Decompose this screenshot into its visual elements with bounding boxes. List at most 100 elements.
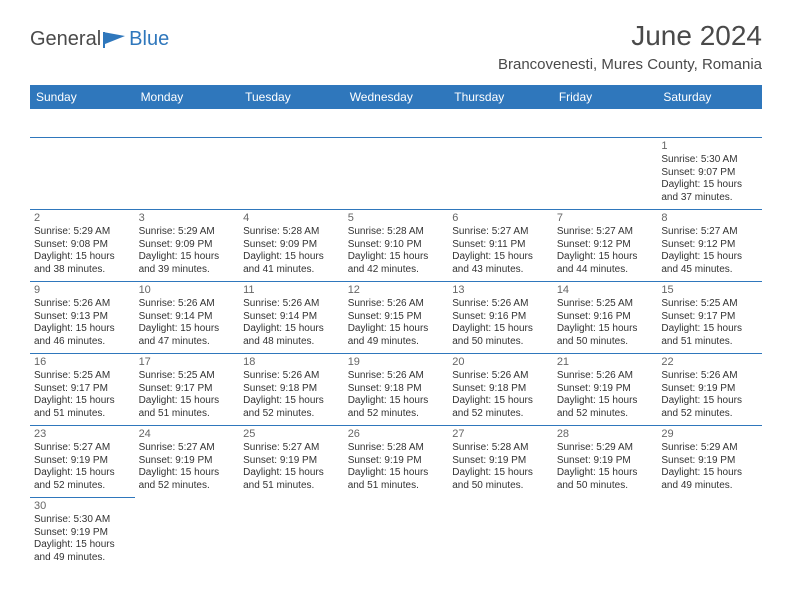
day-number: 18	[243, 356, 340, 370]
day-header: Tuesday	[239, 85, 344, 109]
day-number: 1	[661, 140, 758, 154]
daylight-line: Daylight: 15 hours and 51 minutes.	[661, 323, 758, 348]
calendar-empty-cell	[135, 497, 240, 569]
sunset-line: Sunset: 9:19 PM	[452, 455, 549, 468]
calendar-day-cell: 12Sunrise: 5:26 AMSunset: 9:15 PMDayligh…	[344, 281, 449, 353]
calendar-week-row: 23Sunrise: 5:27 AMSunset: 9:19 PMDayligh…	[30, 425, 762, 497]
calendar-empty-cell	[30, 137, 135, 209]
sunrise-line: Sunrise: 5:28 AM	[243, 226, 340, 239]
day-number: 22	[661, 356, 758, 370]
day-number: 7	[557, 212, 654, 226]
daylight-line: Daylight: 15 hours and 49 minutes.	[348, 323, 445, 348]
sunrise-line: Sunrise: 5:28 AM	[452, 442, 549, 455]
daylight-line: Daylight: 15 hours and 43 minutes.	[452, 251, 549, 276]
sunrise-line: Sunrise: 5:27 AM	[557, 226, 654, 239]
sunset-line: Sunset: 9:14 PM	[139, 311, 236, 324]
sunrise-line: Sunrise: 5:28 AM	[348, 442, 445, 455]
sunset-line: Sunset: 9:13 PM	[34, 311, 131, 324]
day-number: 13	[452, 284, 549, 298]
daylight-line: Daylight: 15 hours and 52 minutes.	[243, 395, 340, 420]
sunrise-line: Sunrise: 5:26 AM	[348, 298, 445, 311]
sunset-line: Sunset: 9:07 PM	[661, 167, 758, 180]
day-number: 10	[139, 284, 236, 298]
sunset-line: Sunset: 9:16 PM	[452, 311, 549, 324]
calendar-day-cell: 21Sunrise: 5:26 AMSunset: 9:19 PMDayligh…	[553, 353, 658, 425]
calendar-day-cell: 24Sunrise: 5:27 AMSunset: 9:19 PMDayligh…	[135, 425, 240, 497]
sunrise-line: Sunrise: 5:28 AM	[348, 226, 445, 239]
calendar-day-cell: 13Sunrise: 5:26 AMSunset: 9:16 PMDayligh…	[448, 281, 553, 353]
sunrise-line: Sunrise: 5:25 AM	[139, 370, 236, 383]
calendar-empty-cell	[448, 137, 553, 209]
day-number: 11	[243, 284, 340, 298]
day-number: 8	[661, 212, 758, 226]
daylight-line: Daylight: 15 hours and 52 minutes.	[34, 467, 131, 492]
calendar-week-row: 1Sunrise: 5:30 AMSunset: 9:07 PMDaylight…	[30, 137, 762, 209]
spacer-cell	[30, 109, 762, 137]
calendar-day-cell: 4Sunrise: 5:28 AMSunset: 9:09 PMDaylight…	[239, 209, 344, 281]
day-number: 20	[452, 356, 549, 370]
day-header: Saturday	[657, 85, 762, 109]
sunrise-line: Sunrise: 5:27 AM	[661, 226, 758, 239]
daylight-line: Daylight: 15 hours and 50 minutes.	[452, 323, 549, 348]
sunset-line: Sunset: 9:14 PM	[243, 311, 340, 324]
day-header: Friday	[553, 85, 658, 109]
sunset-line: Sunset: 9:19 PM	[34, 527, 131, 540]
day-number: 4	[243, 212, 340, 226]
day-number: 23	[34, 428, 131, 442]
daylight-line: Daylight: 15 hours and 37 minutes.	[661, 179, 758, 204]
calendar-body: 1Sunrise: 5:30 AMSunset: 9:07 PMDaylight…	[30, 109, 762, 569]
daylight-line: Daylight: 15 hours and 52 minutes.	[661, 395, 758, 420]
daylight-line: Daylight: 15 hours and 42 minutes.	[348, 251, 445, 276]
daylight-line: Daylight: 15 hours and 51 minutes.	[243, 467, 340, 492]
day-header: Monday	[135, 85, 240, 109]
day-header: Sunday	[30, 85, 135, 109]
sunset-line: Sunset: 9:10 PM	[348, 239, 445, 252]
calendar-day-cell: 8Sunrise: 5:27 AMSunset: 9:12 PMDaylight…	[657, 209, 762, 281]
calendar-day-cell: 17Sunrise: 5:25 AMSunset: 9:17 PMDayligh…	[135, 353, 240, 425]
sunset-line: Sunset: 9:12 PM	[557, 239, 654, 252]
calendar-day-cell: 23Sunrise: 5:27 AMSunset: 9:19 PMDayligh…	[30, 425, 135, 497]
sunset-line: Sunset: 9:09 PM	[243, 239, 340, 252]
sunrise-line: Sunrise: 5:26 AM	[34, 298, 131, 311]
sunrise-line: Sunrise: 5:29 AM	[661, 442, 758, 455]
daylight-line: Daylight: 15 hours and 45 minutes.	[661, 251, 758, 276]
sunset-line: Sunset: 9:17 PM	[661, 311, 758, 324]
calendar-week-row: 9Sunrise: 5:26 AMSunset: 9:13 PMDaylight…	[30, 281, 762, 353]
day-number: 19	[348, 356, 445, 370]
logo-text-blue: Blue	[129, 28, 169, 51]
calendar-day-cell: 9Sunrise: 5:26 AMSunset: 9:13 PMDaylight…	[30, 281, 135, 353]
calendar-table: SundayMondayTuesdayWednesdayThursdayFrid…	[30, 85, 762, 569]
sunrise-line: Sunrise: 5:27 AM	[139, 442, 236, 455]
daylight-line: Daylight: 15 hours and 52 minutes.	[557, 395, 654, 420]
day-number: 15	[661, 284, 758, 298]
day-number: 17	[139, 356, 236, 370]
calendar-day-cell: 30Sunrise: 5:30 AMSunset: 9:19 PMDayligh…	[30, 497, 135, 569]
day-number: 2	[34, 212, 131, 226]
calendar-day-cell: 7Sunrise: 5:27 AMSunset: 9:12 PMDaylight…	[553, 209, 658, 281]
daylight-line: Daylight: 15 hours and 50 minutes.	[557, 323, 654, 348]
day-header: Wednesday	[344, 85, 449, 109]
calendar-header-row: SundayMondayTuesdayWednesdayThursdayFrid…	[30, 85, 762, 109]
calendar-empty-cell	[553, 137, 658, 209]
logo-text-general: General	[30, 28, 101, 51]
sunset-line: Sunset: 9:19 PM	[661, 383, 758, 396]
sunrise-line: Sunrise: 5:26 AM	[557, 370, 654, 383]
calendar-day-cell: 6Sunrise: 5:27 AMSunset: 9:11 PMDaylight…	[448, 209, 553, 281]
daylight-line: Daylight: 15 hours and 50 minutes.	[452, 467, 549, 492]
calendar-day-cell: 27Sunrise: 5:28 AMSunset: 9:19 PMDayligh…	[448, 425, 553, 497]
day-number: 21	[557, 356, 654, 370]
sunrise-line: Sunrise: 5:29 AM	[557, 442, 654, 455]
day-number: 30	[34, 500, 131, 514]
calendar-day-cell: 14Sunrise: 5:25 AMSunset: 9:16 PMDayligh…	[553, 281, 658, 353]
daylight-line: Daylight: 15 hours and 41 minutes.	[243, 251, 340, 276]
sunrise-line: Sunrise: 5:29 AM	[139, 226, 236, 239]
calendar-day-cell: 15Sunrise: 5:25 AMSunset: 9:17 PMDayligh…	[657, 281, 762, 353]
sunrise-line: Sunrise: 5:25 AM	[661, 298, 758, 311]
calendar-day-cell: 26Sunrise: 5:28 AMSunset: 9:19 PMDayligh…	[344, 425, 449, 497]
sunrise-line: Sunrise: 5:27 AM	[452, 226, 549, 239]
calendar-empty-cell	[448, 497, 553, 569]
calendar-empty-cell	[657, 497, 762, 569]
sunrise-line: Sunrise: 5:30 AM	[34, 514, 131, 527]
calendar-day-cell: 19Sunrise: 5:26 AMSunset: 9:18 PMDayligh…	[344, 353, 449, 425]
daylight-line: Daylight: 15 hours and 51 minutes.	[34, 395, 131, 420]
